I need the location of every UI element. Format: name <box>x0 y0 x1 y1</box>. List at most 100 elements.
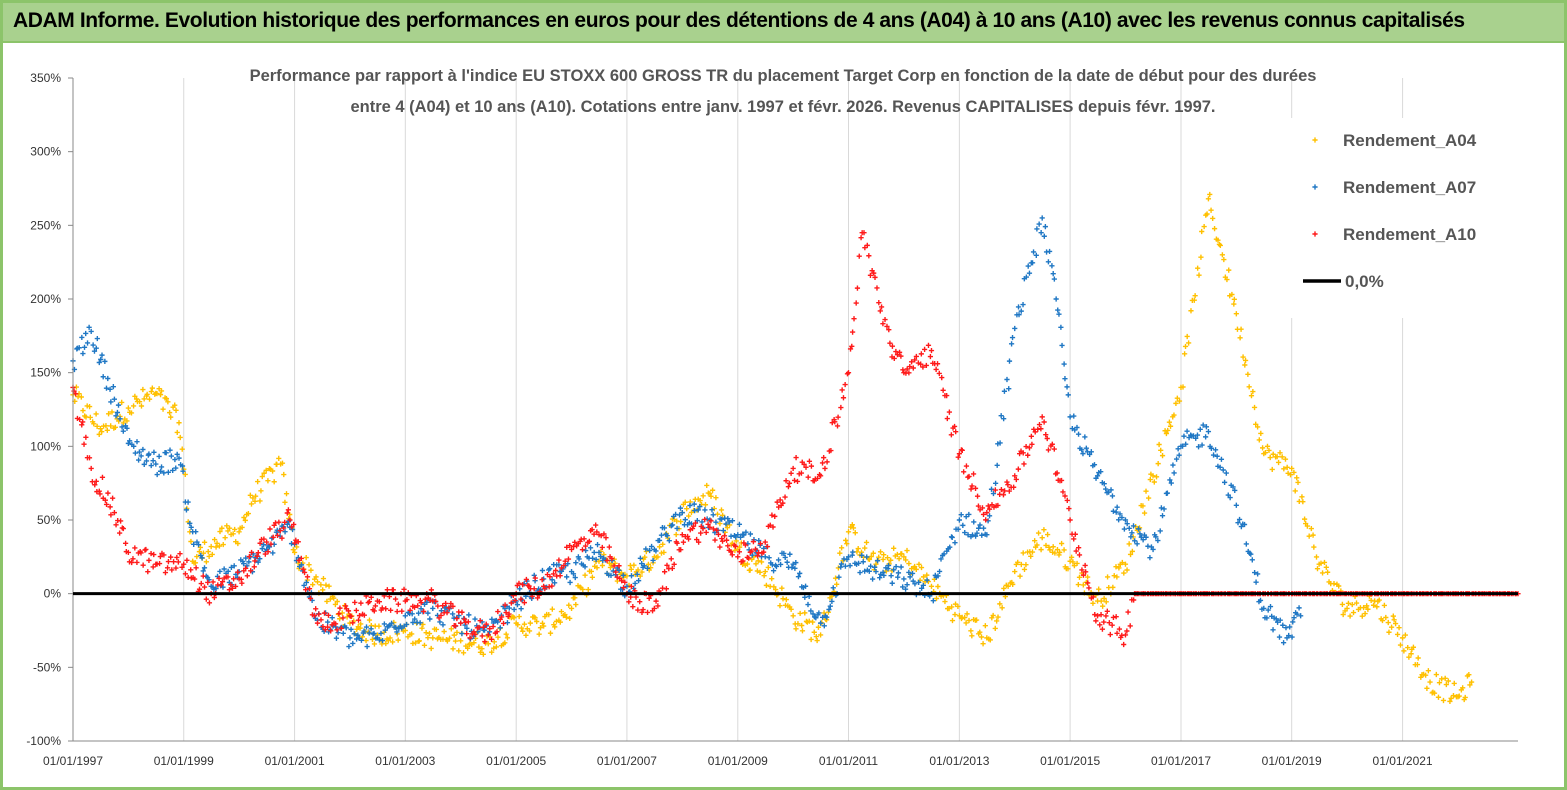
data-point <box>650 557 656 564</box>
data-point <box>655 603 661 609</box>
data-point <box>598 533 604 539</box>
data-point <box>778 561 784 568</box>
data-point <box>916 579 922 585</box>
data-point <box>407 607 413 613</box>
data-point <box>1041 233 1047 239</box>
data-point <box>1281 466 1287 472</box>
data-point <box>383 606 389 612</box>
data-point <box>591 531 597 537</box>
data-point <box>1064 497 1070 504</box>
data-point <box>856 253 862 259</box>
data-point <box>141 461 147 467</box>
data-point <box>896 349 903 355</box>
data-point <box>176 455 182 461</box>
data-point <box>1265 607 1271 613</box>
data-point <box>636 578 642 584</box>
data-point <box>200 573 206 579</box>
data-point <box>465 619 471 625</box>
data-point <box>682 499 688 505</box>
data-point <box>756 537 762 544</box>
data-point <box>795 621 801 627</box>
data-point <box>728 549 734 555</box>
data-point <box>1299 494 1305 500</box>
data-point <box>219 525 225 531</box>
x-tick-label: 01/01/2021 <box>1373 754 1433 768</box>
data-point <box>1026 270 1033 276</box>
data-point <box>842 381 848 388</box>
data-point <box>138 550 144 556</box>
data-point <box>1396 625 1402 631</box>
data-point <box>720 527 726 534</box>
data-point <box>596 549 602 556</box>
data-point <box>1339 601 1345 607</box>
data-point <box>880 569 886 575</box>
data-point <box>613 569 619 575</box>
data-point <box>963 620 969 626</box>
data-point <box>248 549 255 556</box>
data-point <box>821 610 827 616</box>
data-point <box>81 441 87 447</box>
data-point <box>1082 434 1088 440</box>
data-point <box>572 539 578 545</box>
data-point <box>534 618 540 625</box>
data-point <box>994 618 1000 624</box>
data-point <box>454 629 460 636</box>
data-point <box>516 580 522 586</box>
data-point <box>153 461 159 467</box>
data-point <box>192 560 199 566</box>
data-point <box>808 463 815 469</box>
data-point <box>389 620 395 626</box>
data-point <box>1122 517 1129 523</box>
data-point <box>420 621 426 627</box>
data-point <box>242 517 248 523</box>
data-point <box>78 394 84 400</box>
data-point <box>780 596 786 602</box>
data-point <box>1345 600 1352 606</box>
data-point <box>235 540 241 547</box>
data-point <box>118 518 124 524</box>
data-point <box>1361 604 1367 611</box>
data-point <box>925 342 932 348</box>
data-point <box>1277 617 1283 623</box>
data-point <box>361 612 367 618</box>
data-point <box>1310 532 1316 538</box>
data-point <box>1023 274 1029 280</box>
data-point <box>876 554 882 560</box>
data-point <box>324 624 331 630</box>
data-point <box>503 631 509 637</box>
data-point <box>464 631 470 637</box>
data-point <box>1004 479 1010 485</box>
data-point <box>93 345 99 351</box>
data-point <box>1166 419 1173 425</box>
data-point <box>1092 612 1098 618</box>
data-point <box>832 575 839 581</box>
data-point <box>577 584 583 590</box>
data-point <box>216 543 223 549</box>
data-point <box>852 530 858 536</box>
data-point <box>1394 631 1401 638</box>
data-point <box>365 629 371 635</box>
legend: Rendement_A04Rendement_A07Rendement_A100… <box>1288 118 1503 318</box>
data-point <box>893 563 899 570</box>
data-point <box>257 498 263 504</box>
data-point <box>1023 562 1029 568</box>
data-point <box>1252 569 1258 576</box>
data-point <box>713 495 719 501</box>
data-point <box>1362 611 1368 617</box>
data-point <box>664 562 670 568</box>
data-point <box>791 477 798 484</box>
data-point <box>154 391 160 397</box>
data-point <box>1104 608 1110 614</box>
data-point <box>226 525 233 531</box>
data-point <box>1240 354 1246 360</box>
data-point <box>527 620 533 626</box>
data-point <box>906 370 912 376</box>
data-point <box>594 542 601 548</box>
data-point <box>150 564 156 570</box>
data-point <box>226 587 233 593</box>
data-point <box>452 638 459 644</box>
data-point <box>728 533 734 539</box>
data-point <box>632 580 638 587</box>
data-point <box>906 560 912 567</box>
data-point <box>956 613 962 619</box>
